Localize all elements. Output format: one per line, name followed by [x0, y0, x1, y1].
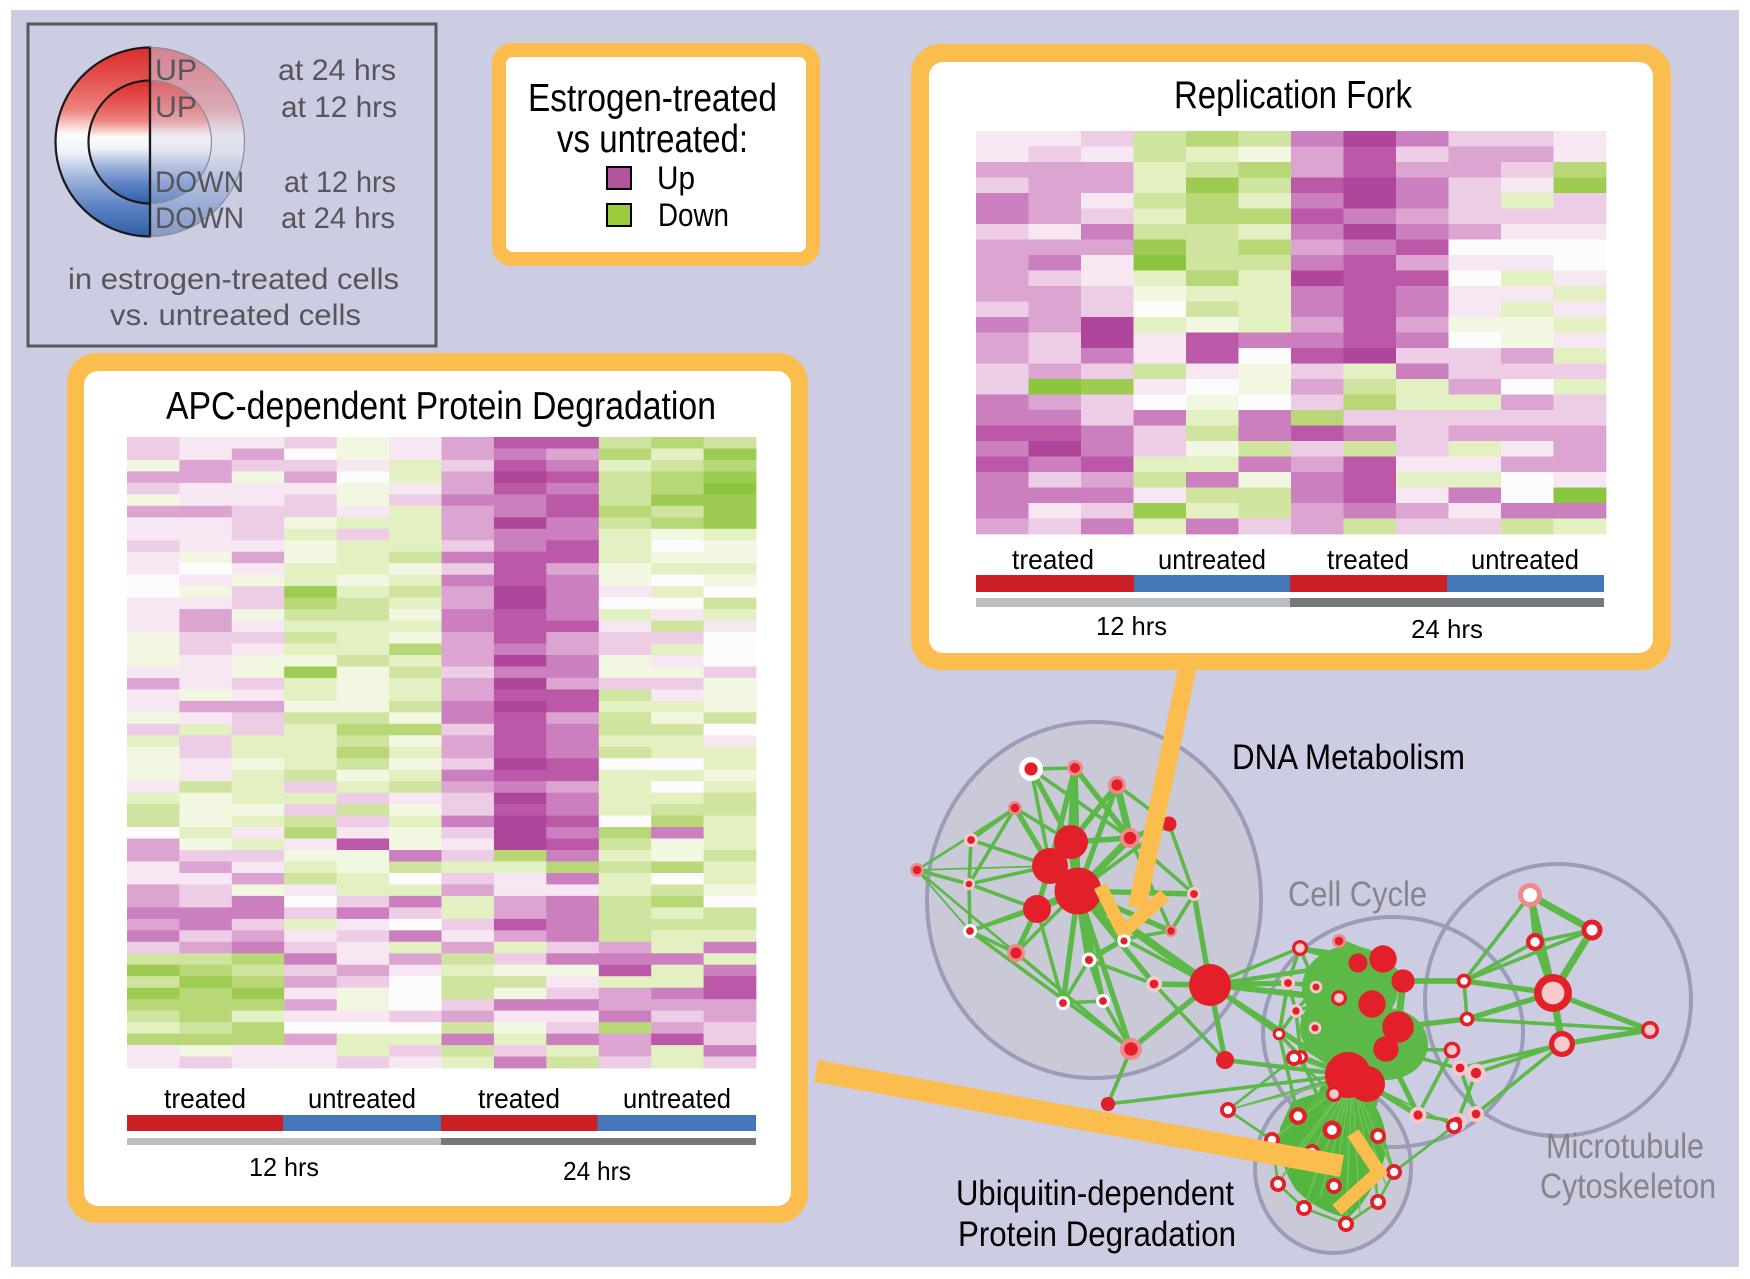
svg-text:Microtubule: Microtubule	[1546, 1127, 1704, 1166]
svg-text:at 12 hrs: at 12 hrs	[284, 166, 396, 199]
svg-text:12 hrs: 12 hrs	[1096, 611, 1167, 641]
svg-text:at 12 hrs: at 12 hrs	[281, 91, 397, 124]
svg-text:treated: treated	[1327, 544, 1409, 575]
svg-text:DOWN: DOWN	[155, 202, 244, 235]
svg-text:DOWN: DOWN	[155, 166, 244, 199]
svg-text:treated: treated	[1012, 544, 1094, 575]
svg-text:Cell Cycle: Cell Cycle	[1288, 875, 1427, 914]
svg-text:treated: treated	[164, 1083, 246, 1114]
svg-text:24 hrs: 24 hrs	[1411, 614, 1483, 644]
svg-text:UP: UP	[155, 91, 197, 124]
svg-text:in estrogen-treated cells: in estrogen-treated cells	[68, 263, 399, 296]
svg-text:Ubiquitin-dependent: Ubiquitin-dependent	[956, 1174, 1234, 1213]
svg-text:Replication Fork: Replication Fork	[1174, 74, 1412, 117]
svg-text:APC-dependent Protein Degradat: APC-dependent Protein Degradation	[166, 385, 716, 428]
svg-text:DNA Metabolism: DNA Metabolism	[1232, 738, 1465, 777]
svg-text:UP: UP	[155, 54, 197, 87]
svg-text:untreated: untreated	[1158, 544, 1266, 575]
svg-text:12 hrs: 12 hrs	[249, 1152, 319, 1182]
svg-text:Cytoskeleton: Cytoskeleton	[1540, 1167, 1716, 1206]
svg-text:untreated: untreated	[308, 1083, 416, 1114]
svg-text:Protein Degradation: Protein Degradation	[958, 1215, 1236, 1254]
svg-text:vs untreated:: vs untreated:	[557, 118, 748, 161]
svg-text:24 hrs: 24 hrs	[563, 1156, 631, 1186]
svg-text:vs. untreated cells: vs. untreated cells	[110, 299, 361, 332]
svg-text:at 24 hrs: at 24 hrs	[281, 202, 395, 235]
svg-text:at 24 hrs: at 24 hrs	[278, 54, 396, 87]
svg-text:treated: treated	[478, 1083, 560, 1114]
svg-text:Estrogen-treated: Estrogen-treated	[528, 77, 777, 120]
svg-text:untreated: untreated	[623, 1083, 731, 1114]
svg-text:untreated: untreated	[1471, 544, 1579, 575]
svg-text:Down: Down	[658, 197, 729, 233]
svg-text:Up: Up	[657, 160, 695, 196]
